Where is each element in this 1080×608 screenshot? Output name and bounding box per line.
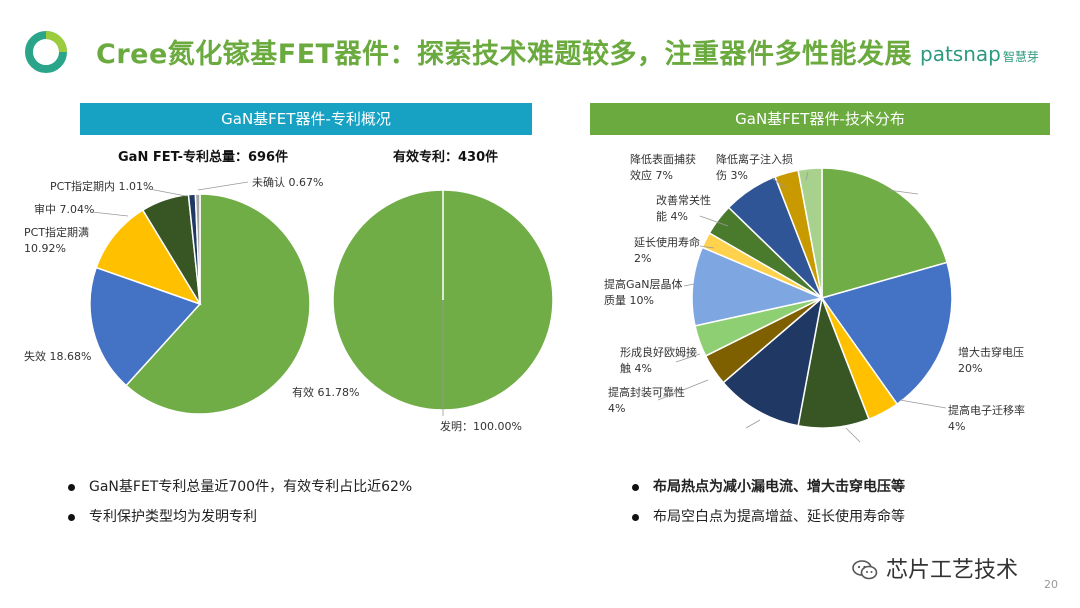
right-bullet-1: 布局热点为减小漏电流、增大击穿电压等 bbox=[632, 472, 905, 502]
tech-label-2: 增大击穿电压 20% bbox=[958, 345, 1024, 375]
tech-pie-slice-1 bbox=[821, 167, 948, 299]
tech-leader-4 bbox=[683, 283, 695, 287]
bullet-dot-icon bbox=[632, 483, 639, 491]
status-label-pending: 审中 7.04% bbox=[34, 202, 94, 216]
tech-label-7: 形成良好欧姆接触 4% bbox=[620, 345, 697, 375]
wechat-icon bbox=[852, 560, 878, 580]
tech-pie-slice-13 bbox=[797, 167, 823, 299]
left-panel-header: GaN基FET器件-专利概况 bbox=[80, 103, 532, 135]
status-label-pct-within: PCT指定期内 1.01% bbox=[50, 179, 153, 193]
status-leader-2 bbox=[91, 211, 129, 217]
tech-label-10: 改善常关性能 4% bbox=[656, 193, 711, 223]
tech-leader-1 bbox=[887, 189, 919, 195]
tech-pie bbox=[691, 167, 953, 429]
status-label-unconfirmed: 未确认 0.67% bbox=[252, 176, 323, 189]
brand-cn: 智慧芽 bbox=[1002, 50, 1039, 64]
tech-label-9: 延长使用寿命 2% bbox=[634, 235, 700, 265]
status-label-invalid: 失效 18.68% bbox=[24, 349, 91, 363]
tech-leader-5 bbox=[675, 353, 701, 363]
tech-label-3: 提高电子迁移率 4% bbox=[948, 403, 1025, 433]
status-pie bbox=[89, 193, 311, 415]
tech-leader-9 bbox=[899, 399, 947, 409]
slide-title: Cree氮化镓基FET器件：探索技术难题较多，注重器件多性能发展 bbox=[96, 39, 913, 70]
right-bullet-2: 布局空白点为提高增益、延长使用寿命等 bbox=[632, 502, 905, 532]
right-panel-header: GaN基FET器件-技术分布 bbox=[590, 103, 1050, 135]
status-label-valid: 有效 61.78% bbox=[292, 385, 359, 399]
valid-patents-label: 有效专利：430件 bbox=[393, 150, 499, 165]
status-pie-slice-1 bbox=[125, 193, 311, 415]
status-pie-slice-2 bbox=[89, 266, 202, 387]
type-label-invention: 发明：100.00% bbox=[440, 419, 522, 433]
tech-leader-6 bbox=[657, 379, 709, 401]
brand-name: patsnap bbox=[920, 42, 1001, 66]
status-label-pct-expired: PCT指定期满 10.92% bbox=[24, 225, 89, 255]
page-number: 20 bbox=[1044, 578, 1058, 591]
status-leader-1 bbox=[143, 187, 187, 197]
tech-label-11: 降低表面捕获效应 7% bbox=[630, 152, 696, 182]
bullet-dot-icon bbox=[632, 513, 639, 521]
watermark: 芯片工艺技术 bbox=[852, 552, 1018, 584]
tech-label-8: 提高GaN层晶体质量 10% bbox=[604, 277, 683, 307]
left-bullets: GaN基FET专利总量近700件，有效专利占比近62% 专利保护类型均为发明专利 bbox=[68, 472, 412, 532]
tech-pie-slice-8 bbox=[691, 246, 825, 327]
tech-leader-11 bbox=[805, 171, 809, 181]
left-bullet-1: GaN基FET专利总量近700件，有效专利占比近62% bbox=[68, 472, 412, 502]
watermark-text: 芯片工艺技术 bbox=[886, 558, 1019, 583]
tech-leader-10 bbox=[771, 177, 787, 189]
total-patents-label: GaN FET-专利总量：696件 bbox=[118, 150, 289, 165]
brand-logo: patsnap 智慧芽 bbox=[920, 42, 1039, 66]
bullet-dot-icon bbox=[68, 513, 75, 521]
status-pie-slice-6 bbox=[194, 193, 201, 305]
tech-pie-slice-2 bbox=[820, 261, 953, 406]
left-bullet-2: 专利保护类型均为发明专利 bbox=[68, 502, 412, 532]
tech-pie-slice-5 bbox=[722, 296, 824, 427]
status-pie-slice-3 bbox=[95, 209, 202, 306]
status-leader-3 bbox=[197, 181, 249, 191]
tech-leader-2 bbox=[699, 215, 729, 227]
right-bullets: 布局热点为减小漏电流、增大击穿电压等 布局空白点为提高增益、延长使用寿命等 bbox=[632, 472, 905, 532]
bullet-dot-icon bbox=[68, 483, 75, 491]
tech-label-12: 降低离子注入损伤 3% bbox=[716, 152, 793, 182]
tech-label-6: 提高封装可靠性 4% bbox=[608, 385, 685, 415]
tech-leader-3 bbox=[699, 245, 715, 249]
tech-leader-7 bbox=[745, 419, 761, 429]
tech-leader-8 bbox=[845, 427, 861, 443]
logo-ring-icon bbox=[25, 31, 67, 73]
